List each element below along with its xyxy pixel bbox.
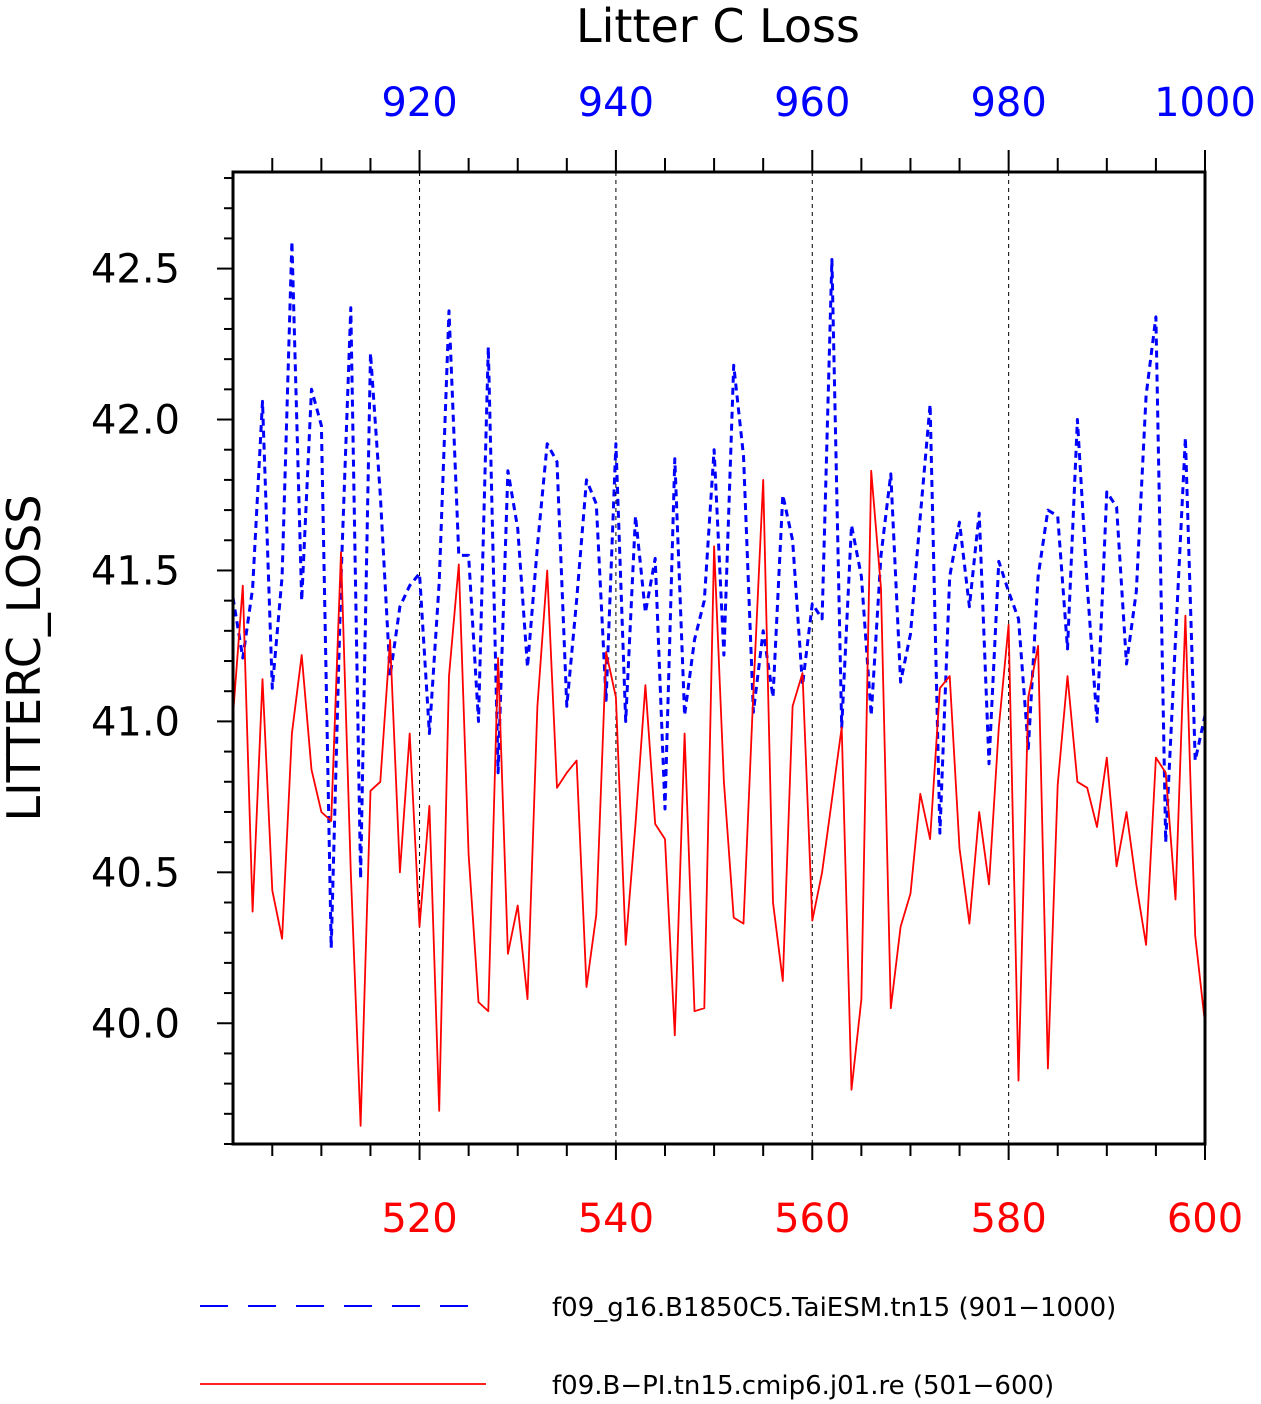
series-line-taiesm [231,239,1207,950]
x-top-tick-label: 980 [970,80,1046,126]
x-bottom-tick-label: 560 [774,1196,850,1242]
chart-title: Litter C Loss [576,0,860,53]
y-tick-label: 41.5 [91,548,180,594]
plot-frame [231,170,1207,1146]
legend-label: f09_g16.B1850C5.TaiESM.tn15 (901−1000) [552,1293,1116,1323]
x-top-tick-label: 940 [578,80,654,126]
legend: f09_g16.B1850C5.TaiESM.tn15 (901−1000) f0… [200,1293,1116,1401]
x-top-tick-label: 960 [774,80,850,126]
y-axis-label: LITTERC_LOSS [0,494,51,821]
x-bottom-tick-label: 520 [381,1196,457,1242]
y-tick-label: 40.5 [91,850,180,896]
x-top-tick-label: 1000 [1154,80,1256,126]
legend-label: f09.B−PI.tn15.cmip6.j01.re (501−600) [552,1371,1054,1401]
x-bottom-tick-label: 600 [1167,1196,1243,1242]
x-bottom-tick-label: 580 [970,1196,1046,1242]
x-top-tick-label: 920 [381,80,457,126]
y-tick-label: 40.0 [91,1001,180,1047]
series-line-cmip6 [232,469,1206,1127]
y-tick-label: 42.5 [91,247,180,293]
x-bottom-tick-label: 540 [578,1196,654,1242]
axes: 40.0 40.5 41.0 41.5 42.0 42.5 520 540 560 580 600 9… [91,80,1256,1242]
y-tick-label: 42.0 [91,398,180,444]
gridlines [419,172,1010,1144]
y-tick-label: 41.0 [91,699,180,745]
series-lines [231,239,1207,1127]
